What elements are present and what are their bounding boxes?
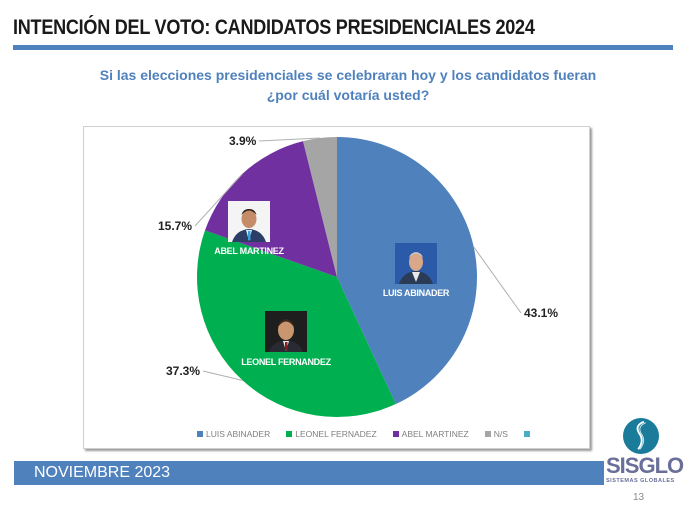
legend-label: ABEL MARTINEZ (401, 429, 469, 439)
legend-item-luis-abinader: LUIS ABINADER (197, 429, 270, 439)
legend-swatch (392, 431, 399, 437)
legend-swatch (286, 431, 293, 437)
footer-date: NOVIEMBRE 2023 (34, 464, 171, 481)
pie-slice-ns (303, 137, 337, 277)
data-label-abel-martinez: 15.7% (158, 219, 193, 233)
luis-abinader-photo (395, 243, 437, 284)
slice-label-leonel-fernandez: LEONEL FERNANDEZ (241, 357, 331, 367)
data-label-leonel-fernandez: 37.3% (166, 364, 201, 378)
leader-line-ns (258, 137, 320, 142)
legend-label: LUIS ABINADER (206, 429, 271, 439)
data-label-luis-abinader: 43.1% (524, 306, 559, 320)
logo-tagline: SISTEMAS GLOBALES (606, 478, 675, 484)
leonel-fernandez-photo (265, 311, 307, 352)
abel-martinez-photo (228, 201, 270, 242)
leader-line-leonel-fernandez (202, 370, 243, 382)
question-line-1: Si las elecciones presidenciales se cele… (99, 67, 597, 83)
legend-swatch (523, 431, 530, 437)
leader-line-luis-abinader (473, 246, 522, 314)
legend-item-abel-martinez: ABEL MARTINEZ (392, 429, 469, 439)
slice-label-luis-abinader: LUIS ABINADER (382, 288, 450, 298)
page-number: 13 (633, 492, 645, 503)
legend-label: LEONEL FERNADEZ (295, 429, 377, 439)
logo-wordmark: SISGLO (606, 453, 684, 478)
page-title: INTENCIÓN DEL VOTO: CANDIDATOS PRESIDENC… (13, 16, 535, 39)
footer-bar (14, 461, 604, 485)
legend-label: N/S (493, 429, 508, 439)
title-underline (13, 45, 673, 50)
slice-label-abel-martinez: ABEL MARTINEZ (214, 246, 284, 256)
sisglo-logo-icon (623, 418, 659, 454)
legend-item-empty (523, 429, 530, 439)
chart-legend: LUIS ABINADER LEONEL FERNADEZ ABEL MARTI… (197, 429, 530, 439)
data-label-ns: 3.9% (229, 134, 257, 148)
legend-swatch (484, 431, 491, 437)
legend-item-ns: N/S (484, 429, 508, 439)
pie-slice-abel-martinez (204, 141, 337, 277)
legend-item-leonel-fernandez: LEONEL FERNADEZ (286, 429, 377, 439)
leader-line-abel-martinez (194, 173, 244, 227)
question-line-2: ¿por cuál votaría usted? (266, 87, 430, 103)
legend-swatch (197, 431, 203, 437)
